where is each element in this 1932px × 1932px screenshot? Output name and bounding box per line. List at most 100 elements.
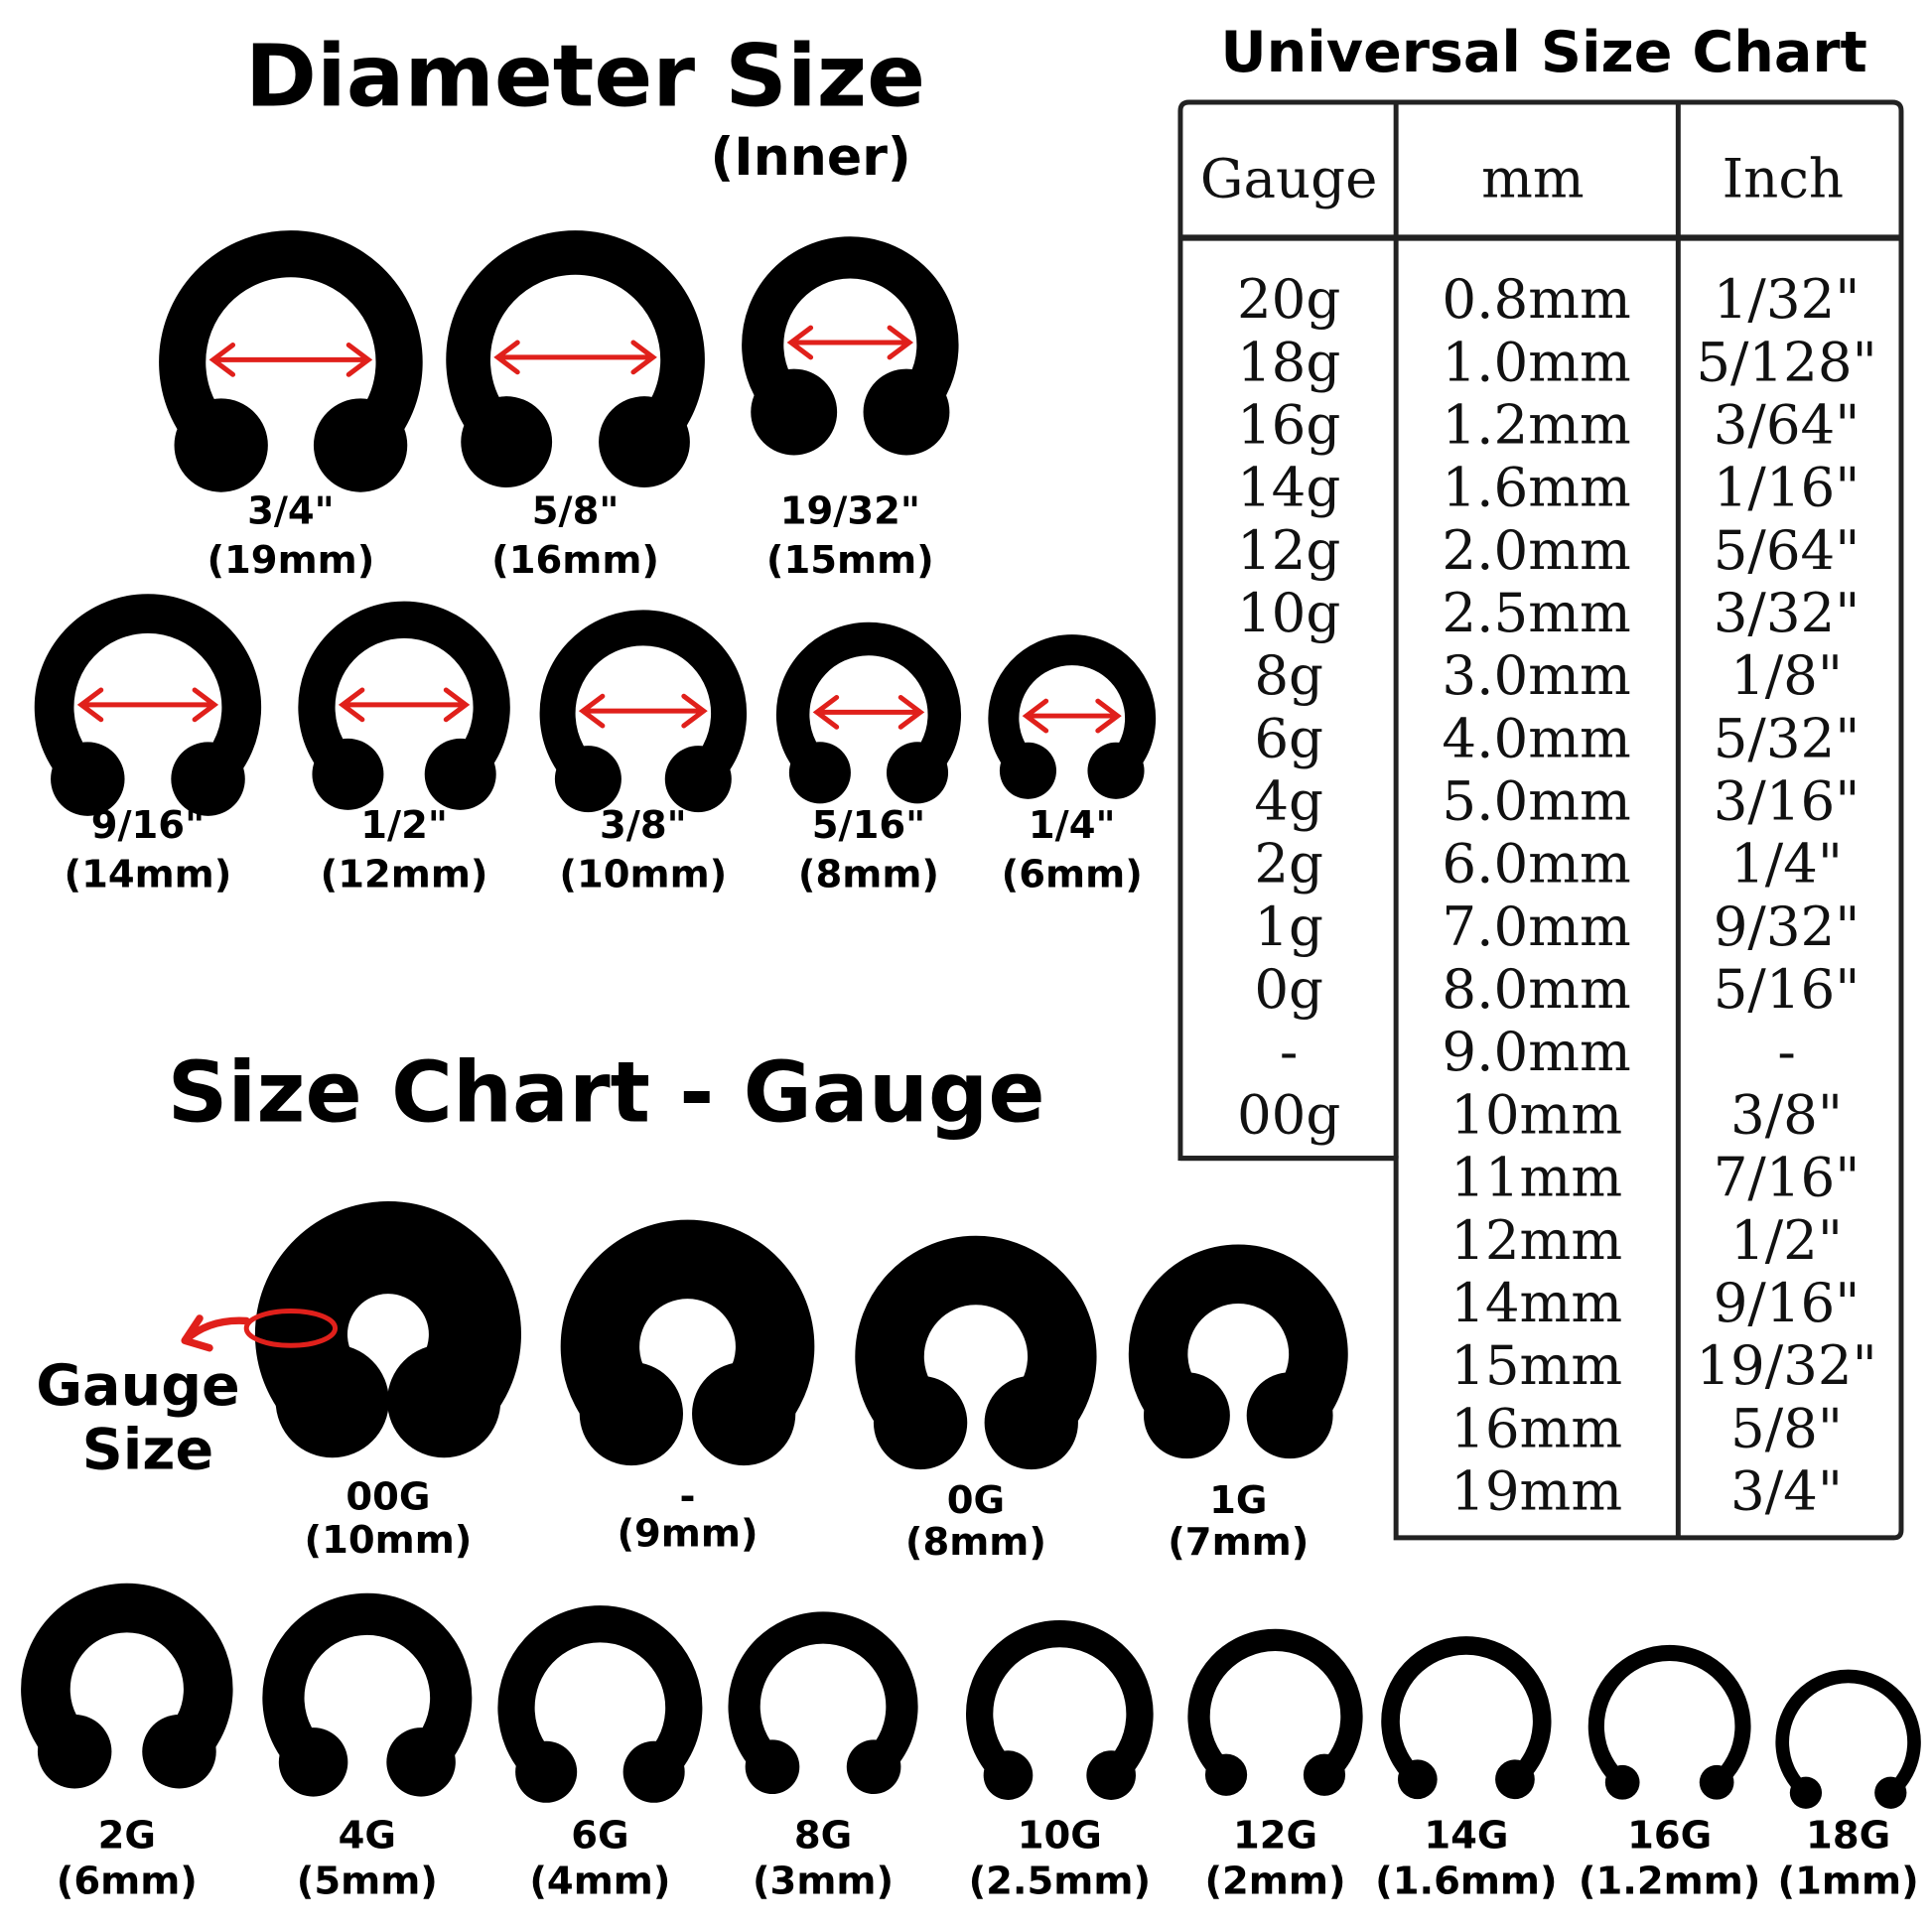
ring-body bbox=[1587, 1644, 1751, 1789]
ring-label-mm: (19mm) bbox=[207, 538, 374, 583]
ring-label-mm: (16mm) bbox=[491, 538, 659, 583]
diameter-ring: 19/32" (15mm) bbox=[742, 236, 959, 583]
ring-body bbox=[1128, 1244, 1348, 1439]
ring-body bbox=[539, 610, 748, 793]
table-body: 20g18g16g14g12g10g8g6g4g2g1g0g-00g0.8mm1… bbox=[1237, 267, 1877, 1522]
table-cell-mm: 3.0mm bbox=[1442, 643, 1630, 707]
ring-ball-left bbox=[1789, 1776, 1823, 1809]
table-cell-mm: 16mm bbox=[1450, 1396, 1622, 1459]
ring-ball-left bbox=[983, 1750, 1034, 1800]
ring-ball-right bbox=[424, 738, 496, 810]
ring-body bbox=[560, 1219, 815, 1445]
ring-ball-left bbox=[751, 368, 838, 456]
ring-ball-left bbox=[37, 1715, 112, 1789]
table-cell-gauge: 18g bbox=[1237, 330, 1340, 393]
diameter-arrow-icon bbox=[76, 687, 219, 723]
table-cell-mm: 10mm bbox=[1450, 1082, 1622, 1146]
ring-body bbox=[966, 1620, 1154, 1786]
table-header-inch: Inch bbox=[1723, 147, 1844, 210]
table-cell-inch: 7/16" bbox=[1714, 1146, 1861, 1209]
ring-ball-left bbox=[554, 746, 621, 813]
ring-ball-left bbox=[1397, 1759, 1438, 1800]
table-cell-inch: 5/8" bbox=[1730, 1396, 1843, 1459]
ring-ball-right bbox=[386, 1727, 456, 1797]
diameter-ring: 5/8" (16mm) bbox=[446, 230, 705, 583]
table-cell-mm: 1.0mm bbox=[1442, 330, 1630, 393]
ring-body bbox=[1381, 1636, 1552, 1787]
ring-label-size: 0G bbox=[947, 1478, 1005, 1523]
gauge-ring: 12G(2mm) bbox=[1187, 1628, 1363, 1904]
ring-ball-right bbox=[664, 746, 732, 813]
ring-ball-left bbox=[873, 1375, 968, 1470]
ring-label-size: 8G bbox=[794, 1814, 852, 1859]
ring-ball-right bbox=[622, 1740, 685, 1803]
table-cell-mm: 1.6mm bbox=[1442, 456, 1630, 519]
ring-label-size: 00G bbox=[345, 1474, 430, 1519]
ring-ball-left bbox=[1604, 1764, 1640, 1800]
table-cell-inch: 1/32" bbox=[1714, 267, 1861, 331]
ring-ball-left bbox=[461, 396, 553, 488]
table-cell-inch: 3/4" bbox=[1730, 1458, 1843, 1522]
diameter-ring: 5/16" (8mm) bbox=[775, 621, 962, 897]
table-cell-inch: 3/8" bbox=[1730, 1082, 1843, 1146]
table-cell-gauge: 00g bbox=[1237, 1082, 1340, 1146]
ring-label-mm: (3mm) bbox=[753, 1860, 894, 1904]
table-cell-gauge: 20g bbox=[1237, 267, 1340, 331]
table-cell-gauge: 16g bbox=[1237, 393, 1340, 457]
diameter-ring: 3/8" (10mm) bbox=[539, 610, 748, 897]
table-cell-gauge: 0g bbox=[1254, 957, 1323, 1021]
ring-ball-right bbox=[1874, 1776, 1907, 1809]
ring-label-mm: (1mm) bbox=[1778, 1860, 1919, 1904]
table-cell-mm: 14mm bbox=[1450, 1271, 1622, 1334]
ring-label-size: 2G bbox=[98, 1814, 156, 1859]
table-cell-mm: 9.0mm bbox=[1442, 1020, 1630, 1083]
ring-ball-right bbox=[1495, 1759, 1535, 1800]
diameter-arrow-icon bbox=[338, 687, 471, 723]
ring-ball-left bbox=[745, 1739, 800, 1795]
diameter-ring: 1/2" (12mm) bbox=[298, 601, 510, 897]
table-title: Universal Size Chart bbox=[1220, 20, 1867, 85]
ring-label-mm: (8mm) bbox=[798, 853, 939, 897]
table-cell-gauge: 6g bbox=[1254, 706, 1323, 769]
ring-ball-left bbox=[275, 1344, 389, 1458]
ring-ball-right bbox=[171, 742, 245, 816]
ring-body bbox=[262, 1592, 473, 1778]
diameter-arrow-icon bbox=[578, 693, 708, 729]
table-cell-inch: 5/64" bbox=[1714, 518, 1861, 582]
ring-label-mm: (1.2mm) bbox=[1579, 1860, 1760, 1904]
gauge-callout-line1: Gauge bbox=[36, 1353, 240, 1419]
ring-body bbox=[446, 230, 705, 460]
table-cell-inch: 1/4" bbox=[1730, 832, 1843, 896]
ring-label-size: 3/8" bbox=[600, 803, 687, 848]
ring-body bbox=[298, 601, 510, 789]
ring-ball-right bbox=[1699, 1764, 1734, 1800]
ring-ball-right bbox=[387, 1344, 501, 1458]
gauge-ring: 16G(1.2mm) bbox=[1579, 1644, 1760, 1904]
table-cell-mm: 2.0mm bbox=[1442, 518, 1630, 582]
table-cell-inch: 5/32" bbox=[1714, 706, 1861, 769]
table-cell-gauge: 14g bbox=[1237, 456, 1340, 519]
ring-label-mm: (8mm) bbox=[905, 1520, 1046, 1565]
ring-label-size: 18G bbox=[1806, 1814, 1890, 1859]
table-cell-mm: 8.0mm bbox=[1442, 957, 1630, 1021]
ring-ball-right bbox=[886, 742, 949, 804]
ring-ball-left bbox=[999, 742, 1057, 799]
ring-label-mm: (5mm) bbox=[297, 1860, 438, 1904]
ring-label-mm: (2.5mm) bbox=[969, 1860, 1151, 1904]
size-table: Gauge mm Inch 20g18g16g14g12g10g8g6g4g2g… bbox=[1177, 99, 1904, 1541]
table-cell-inch: 9/16" bbox=[1714, 1271, 1861, 1334]
table-cell-mm: 15mm bbox=[1450, 1333, 1622, 1397]
ring-body bbox=[988, 634, 1157, 783]
diameter-arrow-icon bbox=[493, 340, 657, 375]
ring-label-mm: (7mm) bbox=[1168, 1520, 1309, 1565]
ring-label-size: 16G bbox=[1627, 1814, 1712, 1859]
ring-ball-right bbox=[1246, 1372, 1333, 1459]
ring-body bbox=[497, 1605, 703, 1787]
table-cell-inch: 5/128" bbox=[1696, 330, 1876, 393]
gauge-callout-line2: Size bbox=[82, 1417, 214, 1482]
gauge-ring: 14G(1.6mm) bbox=[1375, 1636, 1558, 1904]
gauge-ring: 0G(8mm) bbox=[855, 1235, 1097, 1565]
ring-label-mm: (14mm) bbox=[64, 853, 231, 897]
table-cell-mm: 4.0mm bbox=[1442, 706, 1630, 769]
diameter-ring: 1/4" (6mm) bbox=[988, 634, 1157, 897]
